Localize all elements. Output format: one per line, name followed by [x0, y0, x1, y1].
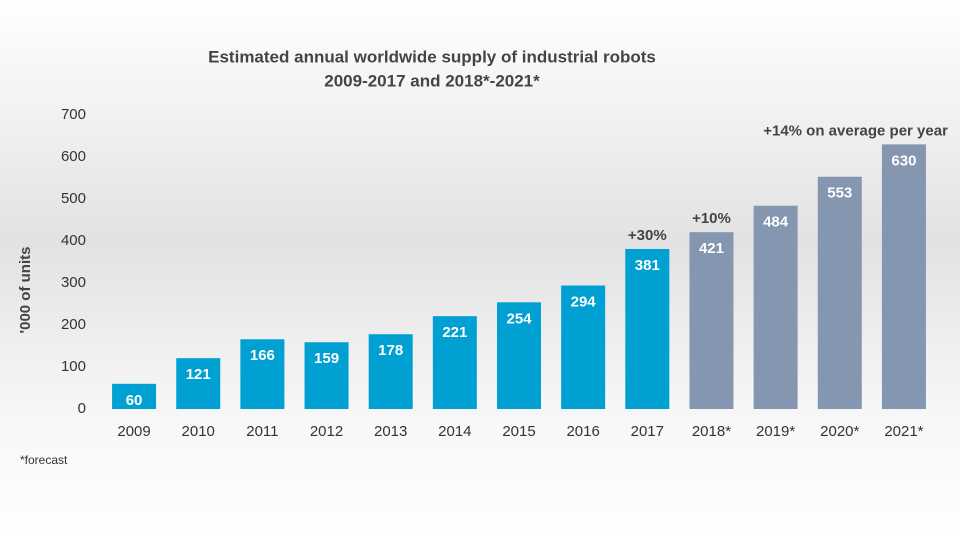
bar — [881, 144, 926, 409]
y-tick-label: 100 — [61, 358, 86, 375]
value-label: 166 — [250, 347, 275, 364]
chart-title: Estimated annual worldwide supply of ind… — [208, 47, 656, 66]
bar — [240, 339, 285, 409]
value-label: 60 — [126, 392, 143, 409]
y-tick-label: 500 — [61, 190, 86, 207]
annotation: +10% — [692, 210, 731, 227]
x-tick-label: 2013 — [374, 423, 407, 440]
bar — [689, 232, 734, 409]
bar — [432, 316, 477, 409]
y-tick-label: 0 — [78, 400, 86, 417]
y-axis-label: '000 of units — [17, 247, 34, 334]
value-label: 254 — [506, 310, 532, 327]
value-label: 178 — [378, 342, 403, 359]
x-tick-label: 2019* — [756, 423, 795, 440]
bar — [561, 285, 606, 409]
bar — [817, 176, 862, 409]
chart-subtitle: 2009-2017 and 2018*-2021* — [324, 71, 540, 90]
bar — [497, 302, 541, 409]
x-tick-label: 2016 — [566, 423, 599, 440]
footnote: *forecast — [20, 453, 68, 467]
x-tick-label: 2012 — [310, 423, 343, 440]
y-tick-label: 200 — [61, 316, 86, 333]
value-label: 121 — [186, 366, 211, 383]
annotation: +14% on average per year — [763, 122, 948, 139]
bar — [304, 342, 349, 409]
x-tick-label: 2014 — [438, 423, 471, 440]
x-tick-label: 2009 — [117, 423, 150, 440]
bar — [625, 248, 670, 409]
x-tick-label: 2017 — [631, 423, 664, 440]
x-tick-label: 2018* — [692, 423, 731, 440]
value-label: 381 — [635, 257, 660, 274]
value-label: 484 — [763, 214, 789, 231]
y-tick-label: 700 — [61, 106, 86, 123]
value-label: 294 — [571, 293, 597, 310]
y-tick-label: 300 — [61, 274, 86, 291]
value-label: 221 — [442, 324, 467, 341]
bar — [112, 383, 157, 409]
y-tick-label: 400 — [61, 232, 86, 249]
value-label: 553 — [827, 185, 852, 202]
value-label: 630 — [891, 152, 916, 169]
x-tick-label: 2010 — [182, 423, 215, 440]
annotation: +30% — [628, 227, 667, 244]
bar — [368, 334, 413, 409]
bar — [753, 205, 798, 409]
x-tick-label: 2011 — [246, 423, 278, 440]
x-tick-label: 2020* — [820, 423, 859, 440]
bar — [176, 358, 221, 409]
value-label: 421 — [699, 240, 724, 257]
x-tick-label: 2021* — [884, 423, 923, 440]
x-tick-label: 2015 — [502, 423, 535, 440]
y-tick-label: 600 — [61, 148, 86, 165]
value-label: 159 — [314, 350, 339, 367]
